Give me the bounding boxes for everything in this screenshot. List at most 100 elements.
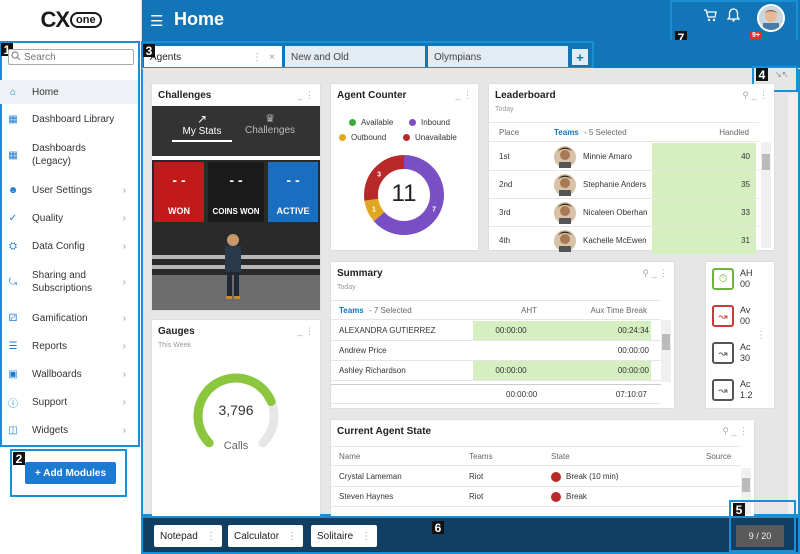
logo-cx-text: CX [40,7,70,32]
kpi-item[interactable]: ↝ Ac 1.2 [712,379,753,401]
sidebar-item-label: Support [32,396,68,408]
tab-close-icon[interactable]: × [269,51,275,63]
tab-challenges[interactable]: ♛ Challenges [240,112,300,136]
tab-new-and-old[interactable]: New and Old [285,46,425,68]
sidebar-item-reports[interactable]: ☰ Reports › [0,334,138,358]
add-modules-button[interactable]: + Add Modules [25,462,116,484]
team: Riot [469,492,484,501]
widget-menu-icon[interactable]: ⚲ _ ⋮ [742,90,768,100]
calculator-button[interactable]: Calculator ⋮ [228,525,304,547]
col-teams[interactable]: Teams [339,305,364,315]
col-state[interactable]: State [551,451,570,461]
legend-label: Outbound [351,133,387,142]
more-icon[interactable]: ⋮ [361,530,372,542]
col-name[interactable]: Name [339,451,361,461]
more-icon[interactable]: ⋮ [287,530,298,542]
user-avatar[interactable] [757,4,785,32]
won-label: WON [168,206,190,216]
dashboard-scrollbar[interactable] [788,94,798,514]
kpi-item[interactable]: ↝ Ac 30 [712,342,751,364]
agent-state-header: Name Teams State Source [331,446,741,466]
avatar-character [225,234,241,299]
callout-6: 6 [432,521,444,535]
summary-row[interactable]: ALEXANDRA GUTIERREZ 00:00:00 00:24:34 [331,321,661,341]
sidebar-item-user-settings[interactable]: ☻ User Settings › [0,178,138,202]
tab-challenges-label: Challenges [244,125,296,136]
bell-icon[interactable] [727,8,740,22]
widget-menu-icon[interactable]: _ ⋮ [455,90,472,100]
widget-title: Summary [337,268,383,279]
sidebar-item-quality[interactable]: ✓ Quality › [0,206,138,230]
sidebar-item-sharing-and-subscriptions[interactable]: ⤿ Sharing and Subscriptions › [0,264,138,300]
widget-menu-icon[interactable]: ⚲ _ ⋮ [642,268,668,278]
chevron-right-icon: › [122,276,126,288]
sidebar-item-widgets[interactable]: ◫ Widgets › [0,418,138,442]
add-tab-button[interactable]: + [572,49,588,65]
col-source[interactable]: Source [706,451,732,461]
sidebar-item-dashboard-library[interactable]: ▦ Dashboard Library [0,107,138,131]
trend-icon: ↗ [196,112,208,126]
cart-icon[interactable] [703,9,717,22]
sidebar-item-wallboards[interactable]: ▣ Wallboards › [0,362,138,386]
sidebar-item-support[interactable]: ⓘ Support › [0,390,138,414]
menu-icon[interactable]: ☰ [150,13,164,30]
agent-state-row[interactable]: Steven Haynes Riot Break [331,487,741,507]
leaderboard-row[interactable]: 4th Kachelle McEwen 31 [489,227,759,255]
leaderboard-row[interactable]: 2nd Stephanie Anders 35 [489,171,759,199]
widget-menu-icon[interactable]: _ ⋮ [297,90,314,100]
agent-state-scrollbar[interactable] [741,468,751,514]
tab-more-icon[interactable]: ⋮ [252,51,262,63]
place: 1st [499,152,510,161]
tab-agents[interactable]: Agents ⋮ × [144,46,282,68]
tab-my-stats[interactable]: ↗ My Stats [172,112,232,142]
notepad-button[interactable]: Notepad ⋮ [154,525,222,547]
col-teams[interactable]: Teams [469,451,493,461]
leaderboard-row[interactable]: 3rd Nicaleen Oberhan 33 [489,199,759,227]
col-teams[interactable]: Teams [554,127,579,137]
sidebar-item-dashboards-legacy[interactable]: ▦ Dashboards (Legacy) [0,137,138,173]
col-place[interactable]: Place [499,127,520,137]
col-aux-break[interactable]: Aux Time Break [590,305,647,315]
cxone-logo[interactable]: CX one [0,0,142,40]
tab-olympians[interactable]: Olympians [428,46,568,68]
sidebar-item-gamification[interactable]: ⚂ Gamification › [0,306,138,330]
legend-dot [409,119,416,126]
kpi-label: Ac [740,379,751,389]
col-aht[interactable]: AHT [521,305,537,315]
kpi-item[interactable]: ↝ Av 00 [712,305,750,327]
callout-2: 2 [13,452,25,466]
callout-box-5 [729,500,796,552]
page-indicator[interactable]: 9 / 20 [736,525,784,547]
widget-menu-icon[interactable]: ⋮ [756,330,766,341]
state-label: Break [566,492,587,501]
agent-state-row[interactable]: Crystal Lameman Riot Break (10 min) [331,467,741,487]
legend-outbound: Outbound [339,133,386,142]
col-selected[interactable]: - 5 Selected [584,127,627,137]
col-selected[interactable]: - 7 Selected [369,305,412,315]
widget-menu-icon[interactable]: _ ⋮ [297,326,314,336]
aht-value: 00:00:00 [473,321,549,340]
state-label: Break (10 min) [566,472,619,481]
summary-scrollbar[interactable] [661,320,671,382]
leaderboard-row[interactable]: 1st Minnie Amaro 40 [489,143,759,171]
agent-name: Stephanie Anders [583,180,647,189]
legend-dot [403,134,410,141]
more-icon[interactable]: ⋮ [205,530,216,542]
sidebar-item-label: Wallboards [32,368,82,380]
summary-row[interactable]: Ashley Richardson 00:00:00 00:00:00 [331,361,661,381]
widget-title: Agent Counter [337,90,407,101]
share-icon: ⤿ [8,276,18,288]
widget-menu-icon[interactable]: ⚲ _ ⋮ [722,426,748,436]
agent-name: Ashley Richardson [339,366,406,375]
solitaire-button[interactable]: Solitaire ⋮ [311,525,378,547]
summary-row[interactable]: Andrew Price 00:00:00 [331,341,661,361]
col-handled[interactable]: Handled [719,127,749,137]
collapse-icon[interactable]: ↘↖ [775,70,789,79]
sidebar-item-home[interactable]: ⌂ Home [0,80,138,104]
sidebar-item-data-config[interactable]: ⛭ Data Config › [0,234,138,258]
leaderboard-scrollbar[interactable] [761,142,771,248]
search-input[interactable] [8,49,134,65]
help-icon: ⓘ [8,398,18,410]
agent-name: Andrew Price [339,346,387,355]
kpi-item[interactable]: ⏱ AH 00 [712,268,753,290]
